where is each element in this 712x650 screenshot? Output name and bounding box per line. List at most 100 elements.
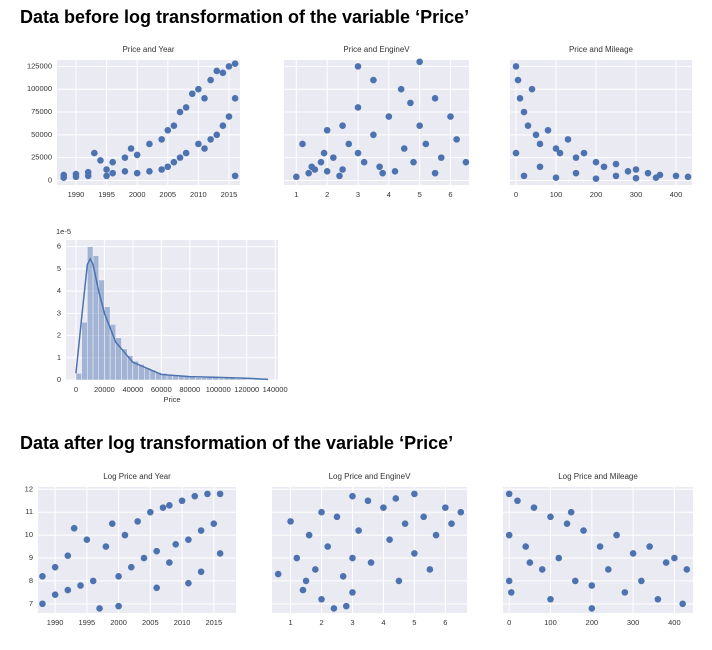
point <box>442 504 449 511</box>
point <box>134 518 141 525</box>
x-tick-label: 200 <box>586 618 599 627</box>
point <box>201 145 208 152</box>
point <box>91 149 98 157</box>
x-tick-label: 0 <box>507 618 511 627</box>
y-tick-label: 5 <box>57 264 61 273</box>
point <box>146 140 153 148</box>
x-tick-label: 1995 <box>98 190 115 199</box>
section-heading: Data before log transformation of the va… <box>20 7 469 27</box>
point <box>532 131 540 139</box>
point <box>51 591 59 598</box>
point <box>64 586 72 594</box>
point <box>426 566 434 573</box>
chart-title: Log Price and EngineV <box>329 472 412 481</box>
histogram-bar <box>235 378 242 381</box>
point <box>330 605 338 612</box>
point <box>153 547 160 555</box>
point <box>336 172 343 180</box>
point <box>197 568 205 576</box>
x-tick-label: 2005 <box>159 190 176 199</box>
x-tick-label: 2015 <box>205 618 222 627</box>
point <box>505 577 513 585</box>
point <box>431 169 439 177</box>
point <box>522 543 530 550</box>
point <box>547 595 554 603</box>
chart-title: Log Price and Mileage <box>558 472 638 481</box>
point <box>386 536 393 543</box>
point <box>178 497 186 505</box>
point <box>172 540 180 548</box>
point <box>632 174 640 182</box>
plot-area <box>272 487 467 613</box>
point <box>115 602 122 610</box>
x-tick-label: 2015 <box>221 190 238 199</box>
point <box>299 140 306 148</box>
y-tick-label: 11 <box>25 507 33 516</box>
point <box>644 169 652 177</box>
x-tick-label: 140000 <box>263 385 288 394</box>
x-tick-label: 5 <box>412 618 416 627</box>
y-tick-label: 8 <box>29 576 33 585</box>
point <box>176 108 184 116</box>
point <box>580 527 587 534</box>
point <box>231 60 239 67</box>
point <box>323 126 331 134</box>
histogram-bar <box>246 378 253 381</box>
x-tick-label: 4 <box>381 618 385 627</box>
kde-line <box>75 257 269 381</box>
point <box>621 589 629 596</box>
point <box>563 520 571 527</box>
y-tick-label: 125000 <box>27 61 52 70</box>
point <box>385 113 393 120</box>
point <box>420 513 427 521</box>
x-tick-label: 120000 <box>234 385 259 394</box>
point <box>318 508 325 516</box>
point <box>225 63 233 70</box>
point <box>596 543 604 550</box>
point <box>605 566 612 573</box>
x-tick-label: 400 <box>668 618 681 627</box>
point <box>462 158 470 166</box>
point <box>83 536 91 543</box>
point <box>411 490 418 498</box>
histogram-bar <box>240 378 247 381</box>
point <box>354 149 362 157</box>
point <box>182 149 190 157</box>
x-tick-label: 40000 <box>122 385 143 394</box>
point <box>70 524 78 532</box>
point <box>391 168 399 175</box>
point <box>216 550 224 557</box>
point <box>195 85 202 93</box>
point <box>77 582 84 589</box>
point <box>564 136 572 143</box>
point <box>370 76 377 84</box>
point <box>339 122 346 129</box>
x-tick-label: 1 <box>294 190 298 199</box>
point <box>512 149 520 157</box>
x-tick-label: 60000 <box>151 385 172 394</box>
point <box>367 559 375 566</box>
point <box>588 582 596 589</box>
point <box>153 584 160 592</box>
y-tick-label: 9 <box>29 553 33 562</box>
point <box>312 566 319 573</box>
point <box>349 492 356 500</box>
point <box>97 157 104 164</box>
point <box>684 173 692 181</box>
point <box>213 67 221 75</box>
x-tick-label: 2000 <box>110 618 127 627</box>
point <box>219 69 227 77</box>
point <box>592 158 600 166</box>
point <box>323 168 331 175</box>
histogram-bar <box>223 378 230 381</box>
point <box>103 172 110 180</box>
point <box>158 166 165 173</box>
point <box>305 169 312 177</box>
point <box>207 136 214 143</box>
point <box>349 554 356 562</box>
point <box>84 168 92 176</box>
point <box>588 605 596 612</box>
point <box>182 104 190 111</box>
y-tick-label: 0 <box>57 375 61 384</box>
point <box>305 531 313 539</box>
